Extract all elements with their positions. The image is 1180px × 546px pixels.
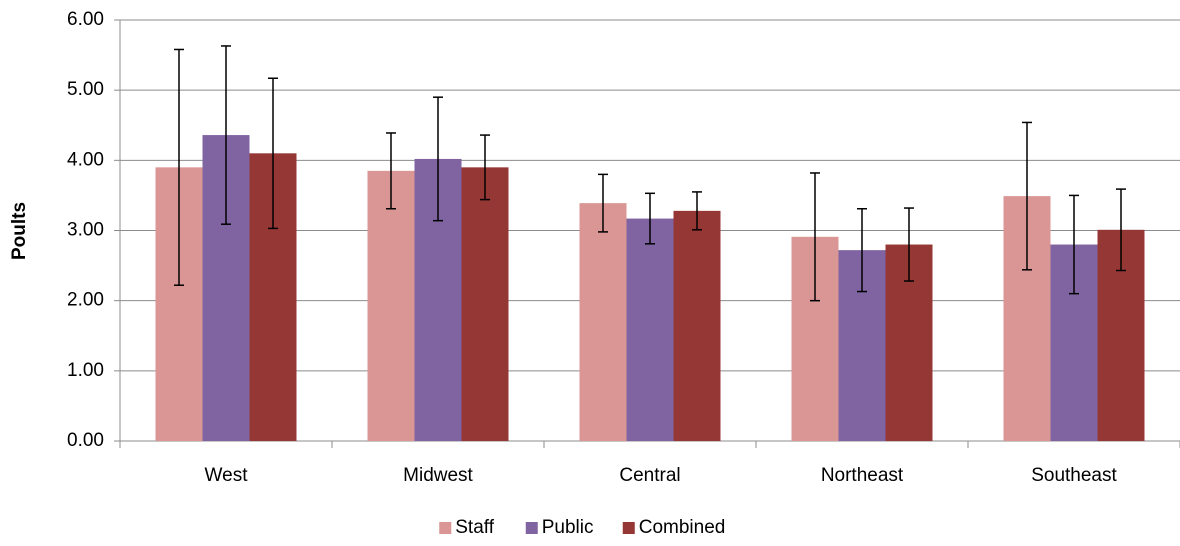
y-tick-label: 2.00 [67, 290, 104, 311]
bar [367, 170, 415, 441]
y-tick-label: 5.00 [67, 79, 104, 100]
x-tick-label: West [205, 465, 249, 486]
bar [461, 167, 509, 441]
x-tick-label: Midwest [403, 465, 473, 486]
y-tick-label: 0.00 [67, 430, 104, 451]
error-bar [386, 132, 396, 210]
legend-label: Staff [455, 517, 494, 538]
legend-swatch [622, 522, 635, 534]
x-tick-label: Southeast [1031, 465, 1117, 486]
error-bar [810, 172, 820, 302]
legend-swatch [525, 522, 538, 534]
error-bar [221, 45, 231, 225]
error-bar [1116, 188, 1126, 272]
legend-swatch [439, 522, 452, 534]
error-bar [1022, 121, 1032, 271]
bar [626, 218, 674, 441]
y-axis-label: Poults [9, 202, 30, 260]
error-bar [598, 173, 608, 233]
x-tick-label: Northeast [821, 465, 904, 486]
error-bar [480, 134, 490, 201]
error-bar [692, 191, 702, 231]
error-bar [904, 207, 914, 282]
legend-label: Public [542, 517, 594, 538]
y-tick-label: 1.00 [67, 360, 104, 381]
y-tick-label: 3.00 [67, 220, 104, 241]
error-bar [1069, 194, 1079, 295]
legend-label: Combined [639, 517, 726, 538]
bar [579, 203, 627, 441]
bar [673, 210, 721, 441]
x-tick-label: Central [619, 465, 680, 486]
error-bar [174, 48, 184, 286]
error-bar [645, 192, 655, 245]
y-tick-label: 4.00 [67, 149, 104, 170]
error-bar [268, 77, 278, 230]
y-tick-label: 6.00 [67, 9, 104, 30]
error-bar [857, 207, 867, 293]
error-bar [433, 96, 443, 222]
